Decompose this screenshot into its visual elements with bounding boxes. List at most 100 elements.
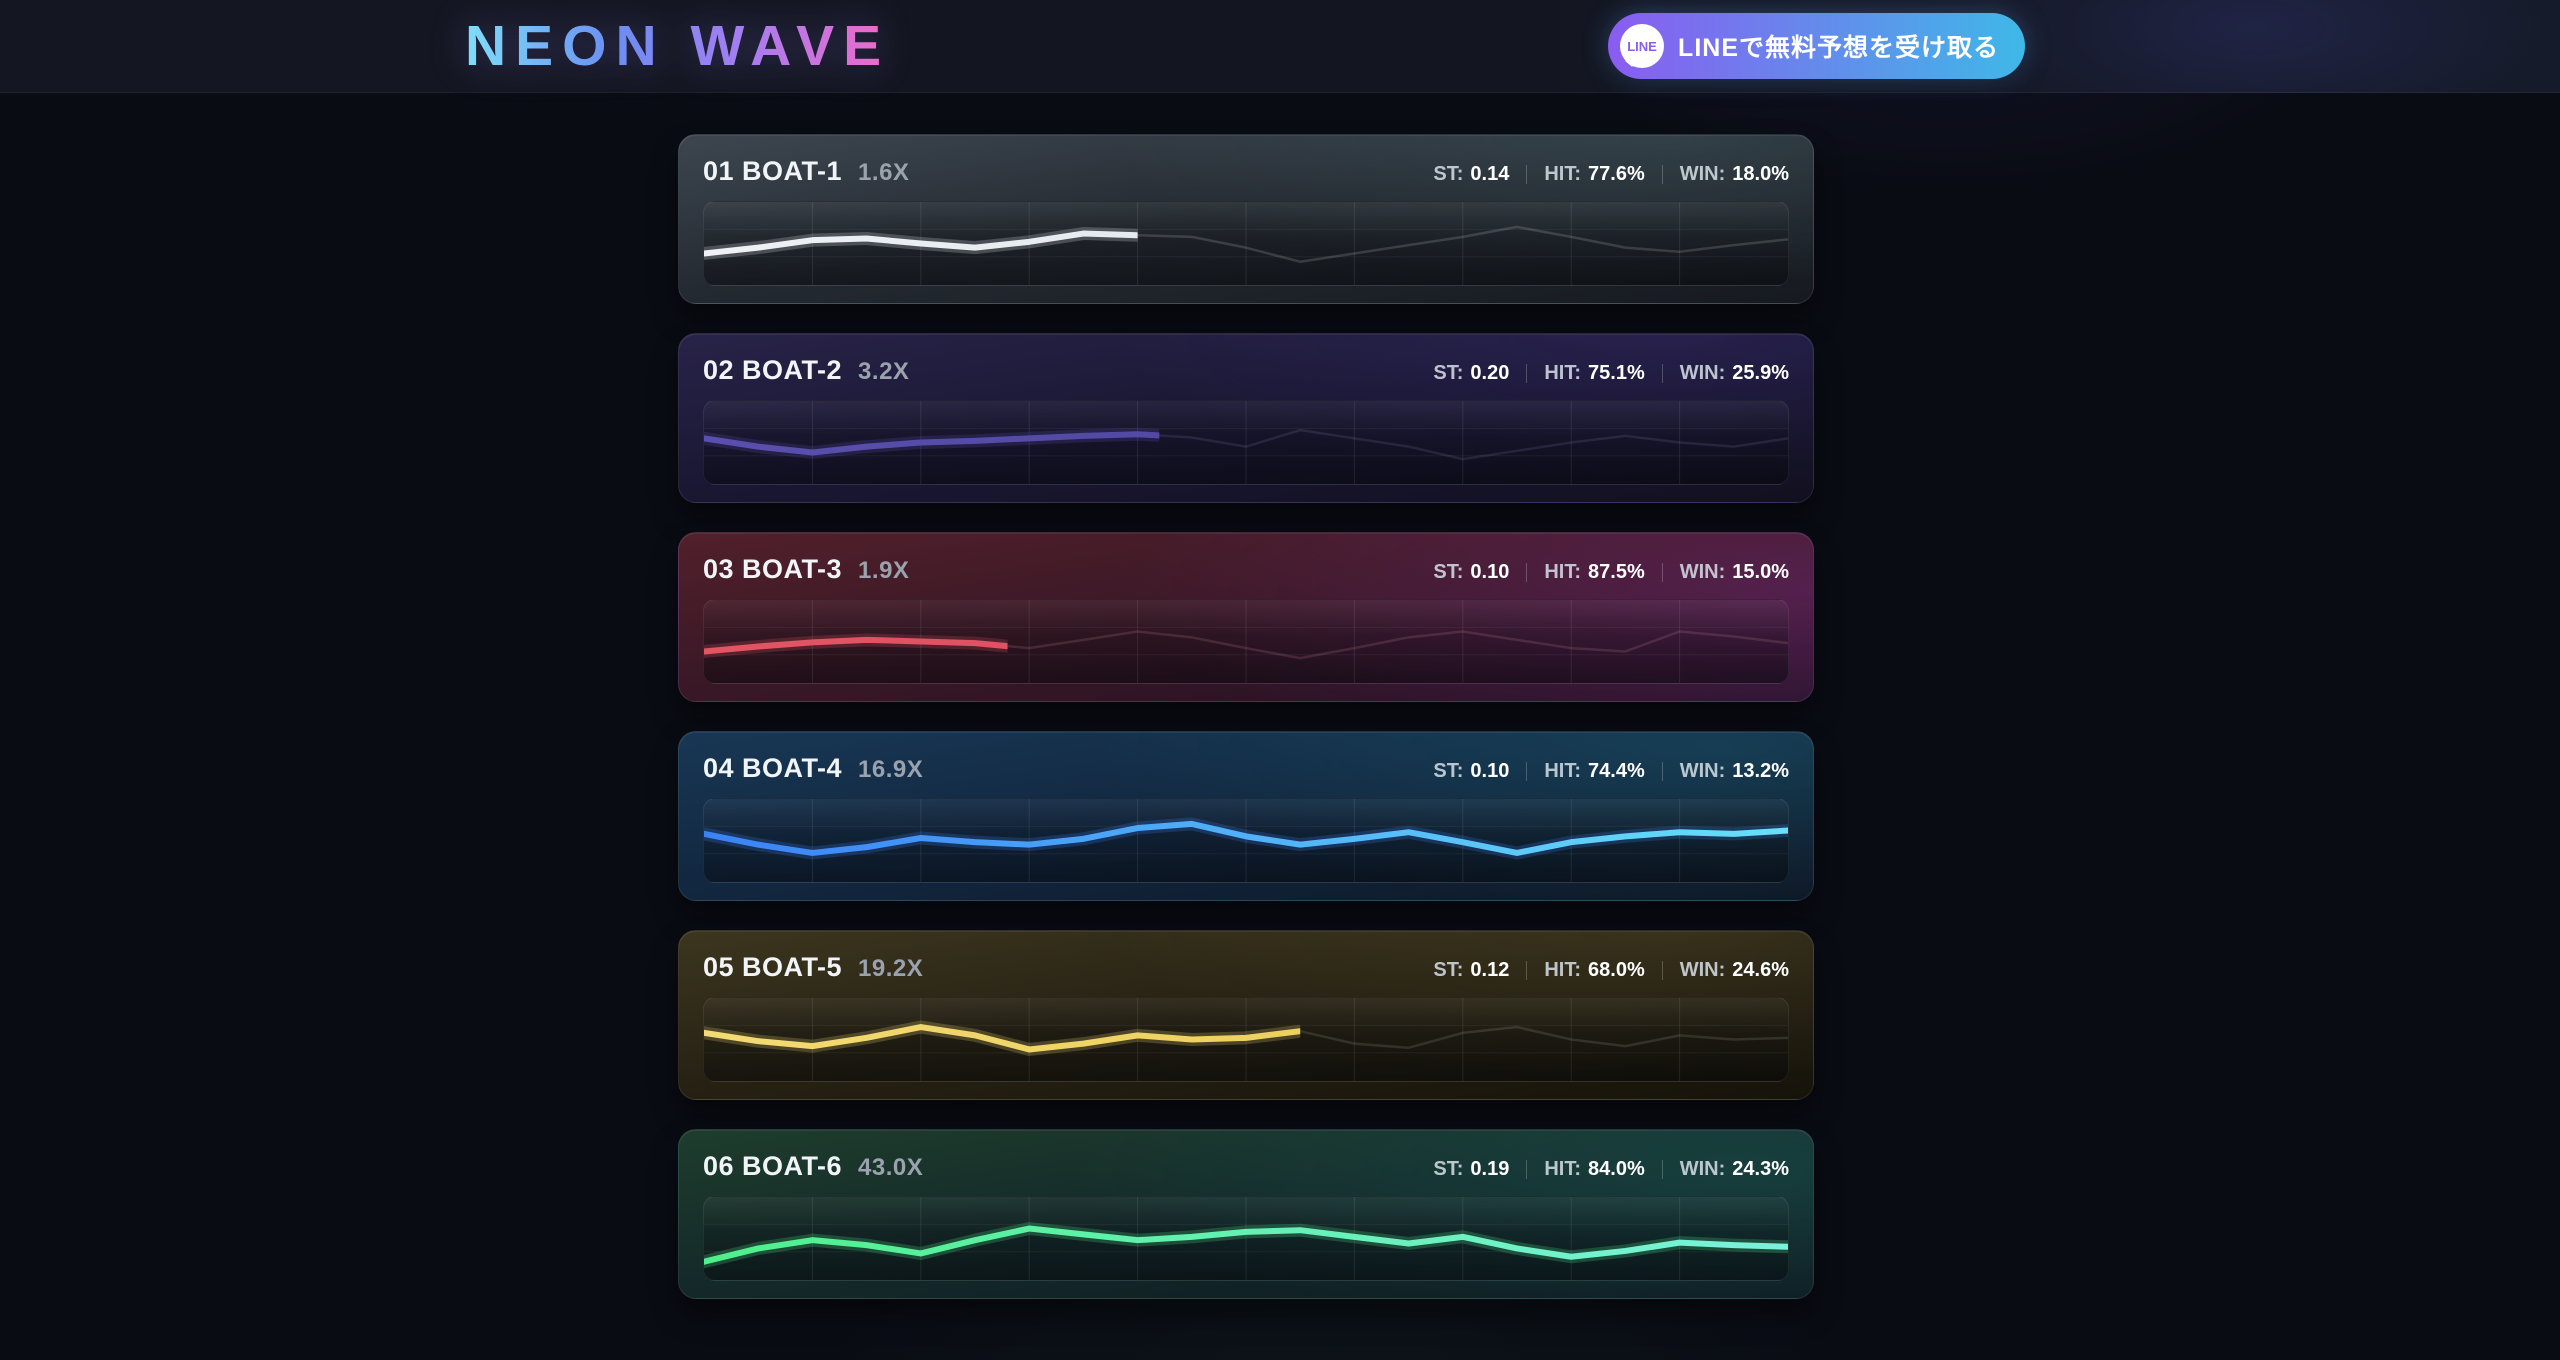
boat-title-group: 05 BOAT-5 19.2X <box>703 952 923 983</box>
app-logo: NEON WAVE <box>465 13 891 78</box>
stat-divider <box>1526 165 1528 184</box>
stat-win: WIN: 15.0% <box>1680 561 1789 584</box>
boat-title: 04 BOAT-4 <box>703 753 843 783</box>
stat-hit: HIT: 77.6% <box>1544 163 1644 186</box>
stat-st-label: ST: <box>1433 561 1464 583</box>
stat-win-value: 24.3% <box>1732 1158 1789 1180</box>
stat-win-value: 24.6% <box>1732 959 1789 981</box>
sparkline-svg <box>704 1197 1788 1280</box>
stat-win: WIN: 24.3% <box>1680 1158 1789 1181</box>
stat-hit: HIT: 74.4% <box>1544 760 1644 783</box>
line-icon: LINE <box>1620 24 1665 68</box>
boat-stats: ST: 0.14 HIT: 77.6% WIN: 18.0% <box>1433 163 1789 186</box>
stat-divider <box>1526 563 1528 582</box>
stat-divider <box>1526 961 1528 980</box>
stat-st-value: 0.10 <box>1470 760 1510 782</box>
sparkline-chart <box>703 1196 1789 1281</box>
stat-win-label: WIN: <box>1679 362 1726 384</box>
boat-stats: ST: 0.10 HIT: 74.4% WIN: 13.2% <box>1433 760 1789 783</box>
stat-hit-value: 87.5% <box>1588 561 1645 583</box>
stat-divider <box>1661 1160 1663 1179</box>
stat-st-value: 0.10 <box>1470 561 1510 583</box>
sparkline-svg <box>704 401 1788 484</box>
stat-st: ST: 0.10 <box>1433 561 1509 584</box>
boat-stats: ST: 0.12 HIT: 68.0% WIN: 24.6% <box>1433 959 1789 982</box>
boat-card-header: 01 BOAT-1 1.6X ST: 0.14 HIT: 77.6% WIN: 18.… <box>703 156 1789 187</box>
boat-card-header: 05 BOAT-5 19.2X ST: 0.12 HIT: 68.0% WIN: 24… <box>703 952 1789 983</box>
stat-hit-value: 75.1% <box>1588 362 1645 384</box>
stat-hit-label: HIT: <box>1544 362 1582 384</box>
stat-st: ST: 0.12 <box>1433 959 1509 982</box>
app-header: NEON WAVE LINE LINEで無料予想を受け取る <box>0 0 2560 93</box>
stat-st-label: ST: <box>1433 163 1464 185</box>
boat-multiplier: 43.0X <box>858 1154 924 1181</box>
stat-win-label: WIN: <box>1679 561 1726 583</box>
boat-multiplier: 1.9X <box>858 557 910 584</box>
stat-hit-value: 84.0% <box>1588 1158 1645 1180</box>
stat-hit-value: 74.4% <box>1588 760 1645 782</box>
stat-win: WIN: 24.6% <box>1680 959 1789 982</box>
sparkline-svg <box>704 600 1788 683</box>
sparkline-svg <box>704 799 1788 882</box>
boat-stats: ST: 0.20 HIT: 75.1% WIN: 25.9% <box>1433 362 1789 385</box>
sparkline-chart <box>703 997 1789 1082</box>
boat-multiplier: 16.9X <box>858 756 924 783</box>
stat-hit-label: HIT: <box>1544 561 1582 583</box>
boat-title-group: 03 BOAT-3 1.9X <box>703 554 909 585</box>
stat-st: ST: 0.10 <box>1433 760 1509 783</box>
boat-multiplier: 19.2X <box>858 955 924 982</box>
sparkline-svg <box>704 998 1788 1081</box>
boat-title: 02 BOAT-2 <box>703 355 843 385</box>
boat-card: 04 BOAT-4 16.9X ST: 0.10 HIT: 74.4% WIN: 13… <box>678 731 1814 901</box>
header-inner: NEON WAVE LINE LINEで無料予想を受け取る <box>465 13 2025 79</box>
stat-st-value: 0.20 <box>1470 362 1510 384</box>
boat-title-group: 04 BOAT-4 16.9X <box>703 753 923 784</box>
stat-hit: HIT: 87.5% <box>1544 561 1644 584</box>
boat-card: 06 BOAT-6 43.0X ST: 0.19 HIT: 84.0% WIN: 24… <box>678 1129 1814 1299</box>
stat-win-label: WIN: <box>1679 959 1726 981</box>
sparkline-chart <box>703 798 1789 883</box>
stat-win: WIN: 25.9% <box>1680 362 1789 385</box>
stat-hit-label: HIT: <box>1544 760 1582 782</box>
stat-st-value: 0.19 <box>1470 1158 1510 1180</box>
stat-win: WIN: 13.2% <box>1680 760 1789 783</box>
stat-st: ST: 0.20 <box>1433 362 1509 385</box>
stat-st: ST: 0.14 <box>1433 163 1509 186</box>
boat-stats: ST: 0.10 HIT: 87.5% WIN: 15.0% <box>1433 561 1789 584</box>
line-cta-label: LINEで無料予想を受け取る <box>1678 34 1999 62</box>
stat-divider <box>1661 961 1663 980</box>
boat-card-header: 02 BOAT-2 3.2X ST: 0.20 HIT: 75.1% WIN: 25.… <box>703 355 1789 386</box>
stat-win-label: WIN: <box>1679 163 1726 185</box>
sparkline-svg <box>704 202 1788 285</box>
boat-card-header: 03 BOAT-3 1.9X ST: 0.10 HIT: 87.5% WIN: 15.… <box>703 554 1789 585</box>
stat-hit: HIT: 75.1% <box>1544 362 1644 385</box>
stat-win-label: WIN: <box>1679 1158 1726 1180</box>
boat-title: 06 BOAT-6 <box>703 1151 843 1181</box>
boat-card-header: 06 BOAT-6 43.0X ST: 0.19 HIT: 84.0% WIN: 24… <box>703 1151 1789 1182</box>
stat-divider <box>1526 762 1528 781</box>
boat-list: 01 BOAT-1 1.6X ST: 0.14 HIT: 77.6% WIN: 18.… <box>678 93 1814 1299</box>
line-cta-button[interactable]: LINE LINEで無料予想を受け取る <box>1608 13 2025 79</box>
stat-win-value: 25.9% <box>1732 362 1789 384</box>
boat-multiplier: 3.2X <box>858 358 910 385</box>
stat-divider <box>1526 1160 1528 1179</box>
stat-st-value: 0.12 <box>1470 959 1510 981</box>
boat-title-group: 06 BOAT-6 43.0X <box>703 1151 923 1182</box>
stat-win-value: 18.0% <box>1732 163 1789 185</box>
sparkline-chart <box>703 400 1789 485</box>
stat-win-value: 15.0% <box>1732 561 1789 583</box>
stat-hit-label: HIT: <box>1544 1158 1582 1180</box>
stat-st-label: ST: <box>1433 760 1464 782</box>
sparkline-chart <box>703 201 1789 286</box>
stat-win: WIN: 18.0% <box>1680 163 1789 186</box>
boat-card: 01 BOAT-1 1.6X ST: 0.14 HIT: 77.6% WIN: 18.… <box>678 134 1814 304</box>
stat-st: ST: 0.19 <box>1433 1158 1509 1181</box>
stat-win-value: 13.2% <box>1732 760 1789 782</box>
boat-stats: ST: 0.19 HIT: 84.0% WIN: 24.3% <box>1433 1158 1789 1181</box>
sparkline-chart <box>703 599 1789 684</box>
stat-hit-value: 68.0% <box>1588 959 1645 981</box>
stat-divider <box>1661 563 1663 582</box>
boat-title: 05 BOAT-5 <box>703 952 843 982</box>
boat-card-header: 04 BOAT-4 16.9X ST: 0.10 HIT: 74.4% WIN: 13… <box>703 753 1789 784</box>
boat-title: 01 BOAT-1 <box>703 156 843 186</box>
